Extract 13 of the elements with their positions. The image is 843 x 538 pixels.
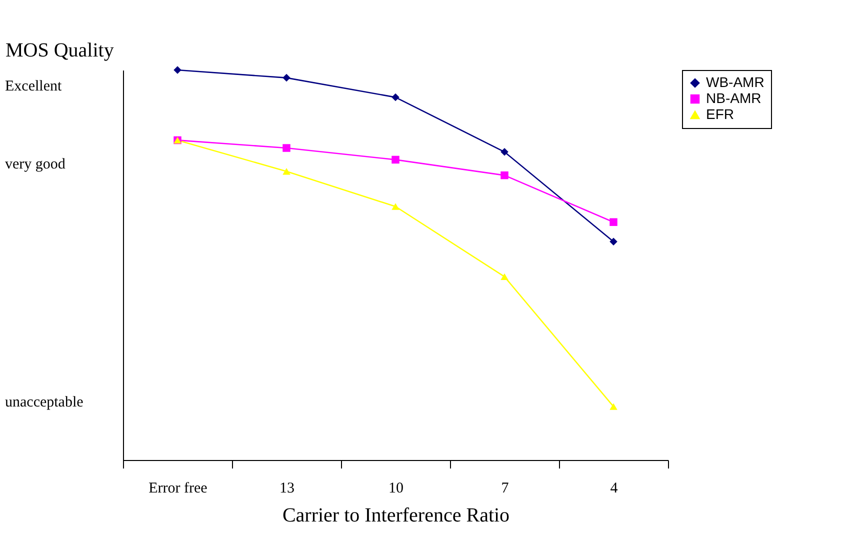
x-axis-title: Carrier to Interference Ratio	[282, 504, 510, 526]
text: very good	[5, 156, 66, 173]
legend-label: EFR	[706, 106, 734, 122]
x-tick-label: Error free	[148, 480, 208, 496]
x-tick-label: 4	[610, 480, 618, 496]
x-tick-label: 7	[501, 480, 510, 496]
text: Excellent	[5, 78, 62, 95]
x-tick-label: 10	[388, 480, 404, 496]
x-tick-label: 13	[280, 480, 294, 496]
text: unacceptable	[5, 394, 84, 410]
legend-label: NB-AMR	[706, 90, 762, 106]
legend-label: WB-AMR	[706, 74, 764, 90]
y-axis-title: MOS Quality	[6, 40, 114, 62]
